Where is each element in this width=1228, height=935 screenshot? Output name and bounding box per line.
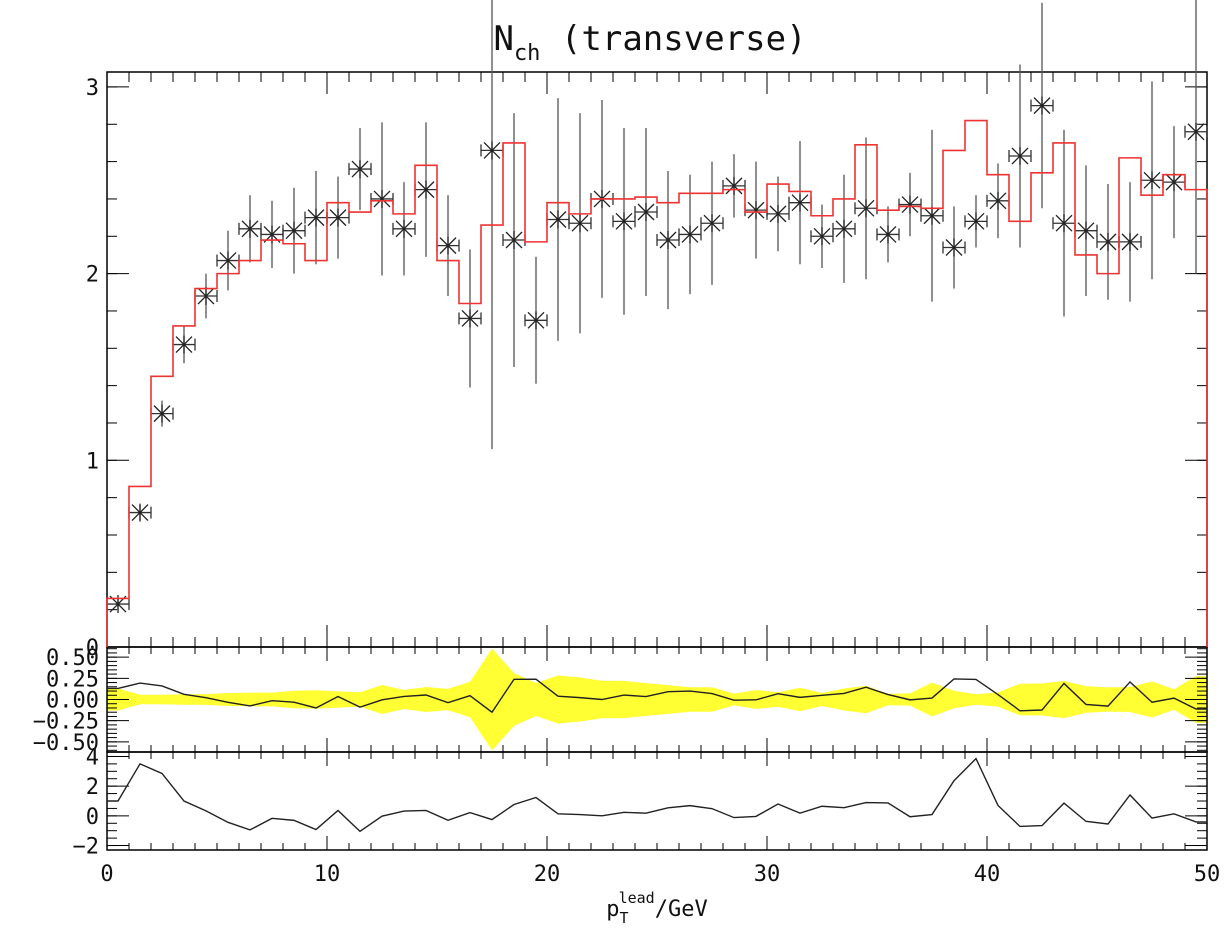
data-points xyxy=(106,0,1208,614)
data-point xyxy=(656,170,680,310)
y-tick-label: 2 xyxy=(86,775,99,800)
data-point xyxy=(832,174,856,283)
data-point xyxy=(1118,182,1142,302)
data-point xyxy=(876,206,900,263)
data-point xyxy=(150,400,174,427)
data-point xyxy=(1074,165,1098,297)
data-point xyxy=(1184,0,1208,274)
data-point xyxy=(678,174,702,295)
data-point xyxy=(370,122,394,276)
title-subscript: ch xyxy=(514,41,541,66)
y-tick-label: −2 xyxy=(73,835,100,860)
data-point xyxy=(260,200,284,269)
data-point xyxy=(436,195,460,297)
title-rest: (transverse) xyxy=(540,19,806,59)
data-point xyxy=(568,113,592,334)
y-tick-label: 0 xyxy=(86,805,99,830)
data-point xyxy=(1008,64,1032,248)
data-point xyxy=(216,230,240,291)
data-point xyxy=(524,256,548,384)
y-tick-label: −0.25 xyxy=(33,710,99,735)
pull-panel-frame xyxy=(106,751,1208,851)
tick-labels: 0 10 20 30 40 5001230.500.250.00−0.25−0.50420… xyxy=(33,76,1220,887)
data-point xyxy=(612,128,636,315)
x-axis-label: pTlead/GeV xyxy=(606,889,707,927)
x-tick-label: 30 xyxy=(754,862,781,887)
data-point xyxy=(920,129,944,302)
data-point xyxy=(810,204,834,269)
data-point xyxy=(392,182,416,276)
axis-ticks xyxy=(106,72,1208,850)
chart-title: Nch (transverse) xyxy=(493,19,806,66)
y-tick-label: 0 xyxy=(86,636,99,661)
ratio-uncertainty-band xyxy=(107,648,1207,751)
data-point xyxy=(986,163,1010,239)
data-point xyxy=(458,249,482,388)
data-point xyxy=(194,273,218,319)
data-point xyxy=(700,161,724,285)
xlabel-superscript: lead xyxy=(619,889,655,907)
data-point xyxy=(348,128,372,211)
title-main: N xyxy=(493,19,513,59)
data-point xyxy=(414,122,438,257)
xlabel-subscript: T xyxy=(620,909,629,927)
data-point xyxy=(788,141,812,265)
y-tick-label: 0.50 xyxy=(46,646,99,671)
xlabel-rest: /GeV xyxy=(655,897,708,922)
data-point xyxy=(326,176,350,259)
data-point xyxy=(238,195,262,263)
data-point xyxy=(722,154,746,218)
x-tick-label: 20 xyxy=(534,862,561,887)
data-point xyxy=(854,137,878,280)
mc-histogram-line xyxy=(106,119,1208,647)
x-tick-label: 0 xyxy=(100,862,113,887)
data-point xyxy=(1096,184,1120,300)
x-tick-label: 40 xyxy=(974,862,1001,887)
data-point xyxy=(634,128,658,297)
xlabel-main: p xyxy=(606,897,619,922)
ratio-line xyxy=(107,678,1207,714)
data-point xyxy=(1162,126,1186,239)
data-point xyxy=(942,206,966,289)
x-tick-label: 10 xyxy=(314,862,341,887)
y-tick-label: 0.25 xyxy=(46,667,99,692)
y-tick-label: 0.00 xyxy=(46,689,99,714)
y-tick-label: −0.50 xyxy=(33,731,99,756)
data-point xyxy=(128,503,152,522)
pull-line xyxy=(107,757,1207,833)
data-point xyxy=(766,176,790,252)
data-point xyxy=(1052,129,1076,317)
data-point xyxy=(898,172,922,237)
data-point xyxy=(1140,81,1164,280)
data-point xyxy=(304,170,328,265)
data-point xyxy=(546,98,570,341)
data-point xyxy=(480,0,504,450)
y-tick-label: 4 xyxy=(86,745,99,770)
data-point xyxy=(172,325,196,364)
data-point xyxy=(744,161,768,259)
y-tick-label: 3 xyxy=(86,76,99,101)
data-point xyxy=(1030,2,1054,209)
x-tick-label: 50 xyxy=(1194,862,1221,887)
y-tick-label: 2 xyxy=(86,263,99,288)
data-point xyxy=(964,195,988,248)
data-point xyxy=(282,187,306,274)
data-point xyxy=(502,113,526,367)
y-tick-label: 1 xyxy=(86,449,99,474)
